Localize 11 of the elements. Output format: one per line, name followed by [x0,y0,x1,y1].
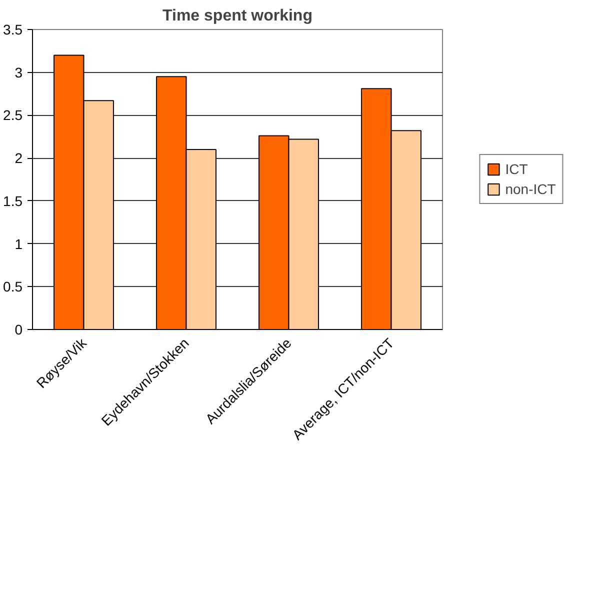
y-tick-label: 0.5 [3,278,23,295]
y-tick-label: 2.5 [3,107,23,124]
y-tick-label: 3.5 [3,22,23,38]
y-tick-label: 2 [14,150,23,166]
y-tick-label: 1 [14,236,23,252]
y-tick-label: 1.5 [3,192,23,209]
y-tick-label: 0 [14,322,23,338]
legend-label: non-ICT [505,181,556,197]
chart-title: Time spent working [162,8,312,24]
legend-label: ICT [505,161,528,177]
y-tick-label: 3 [14,64,23,80]
